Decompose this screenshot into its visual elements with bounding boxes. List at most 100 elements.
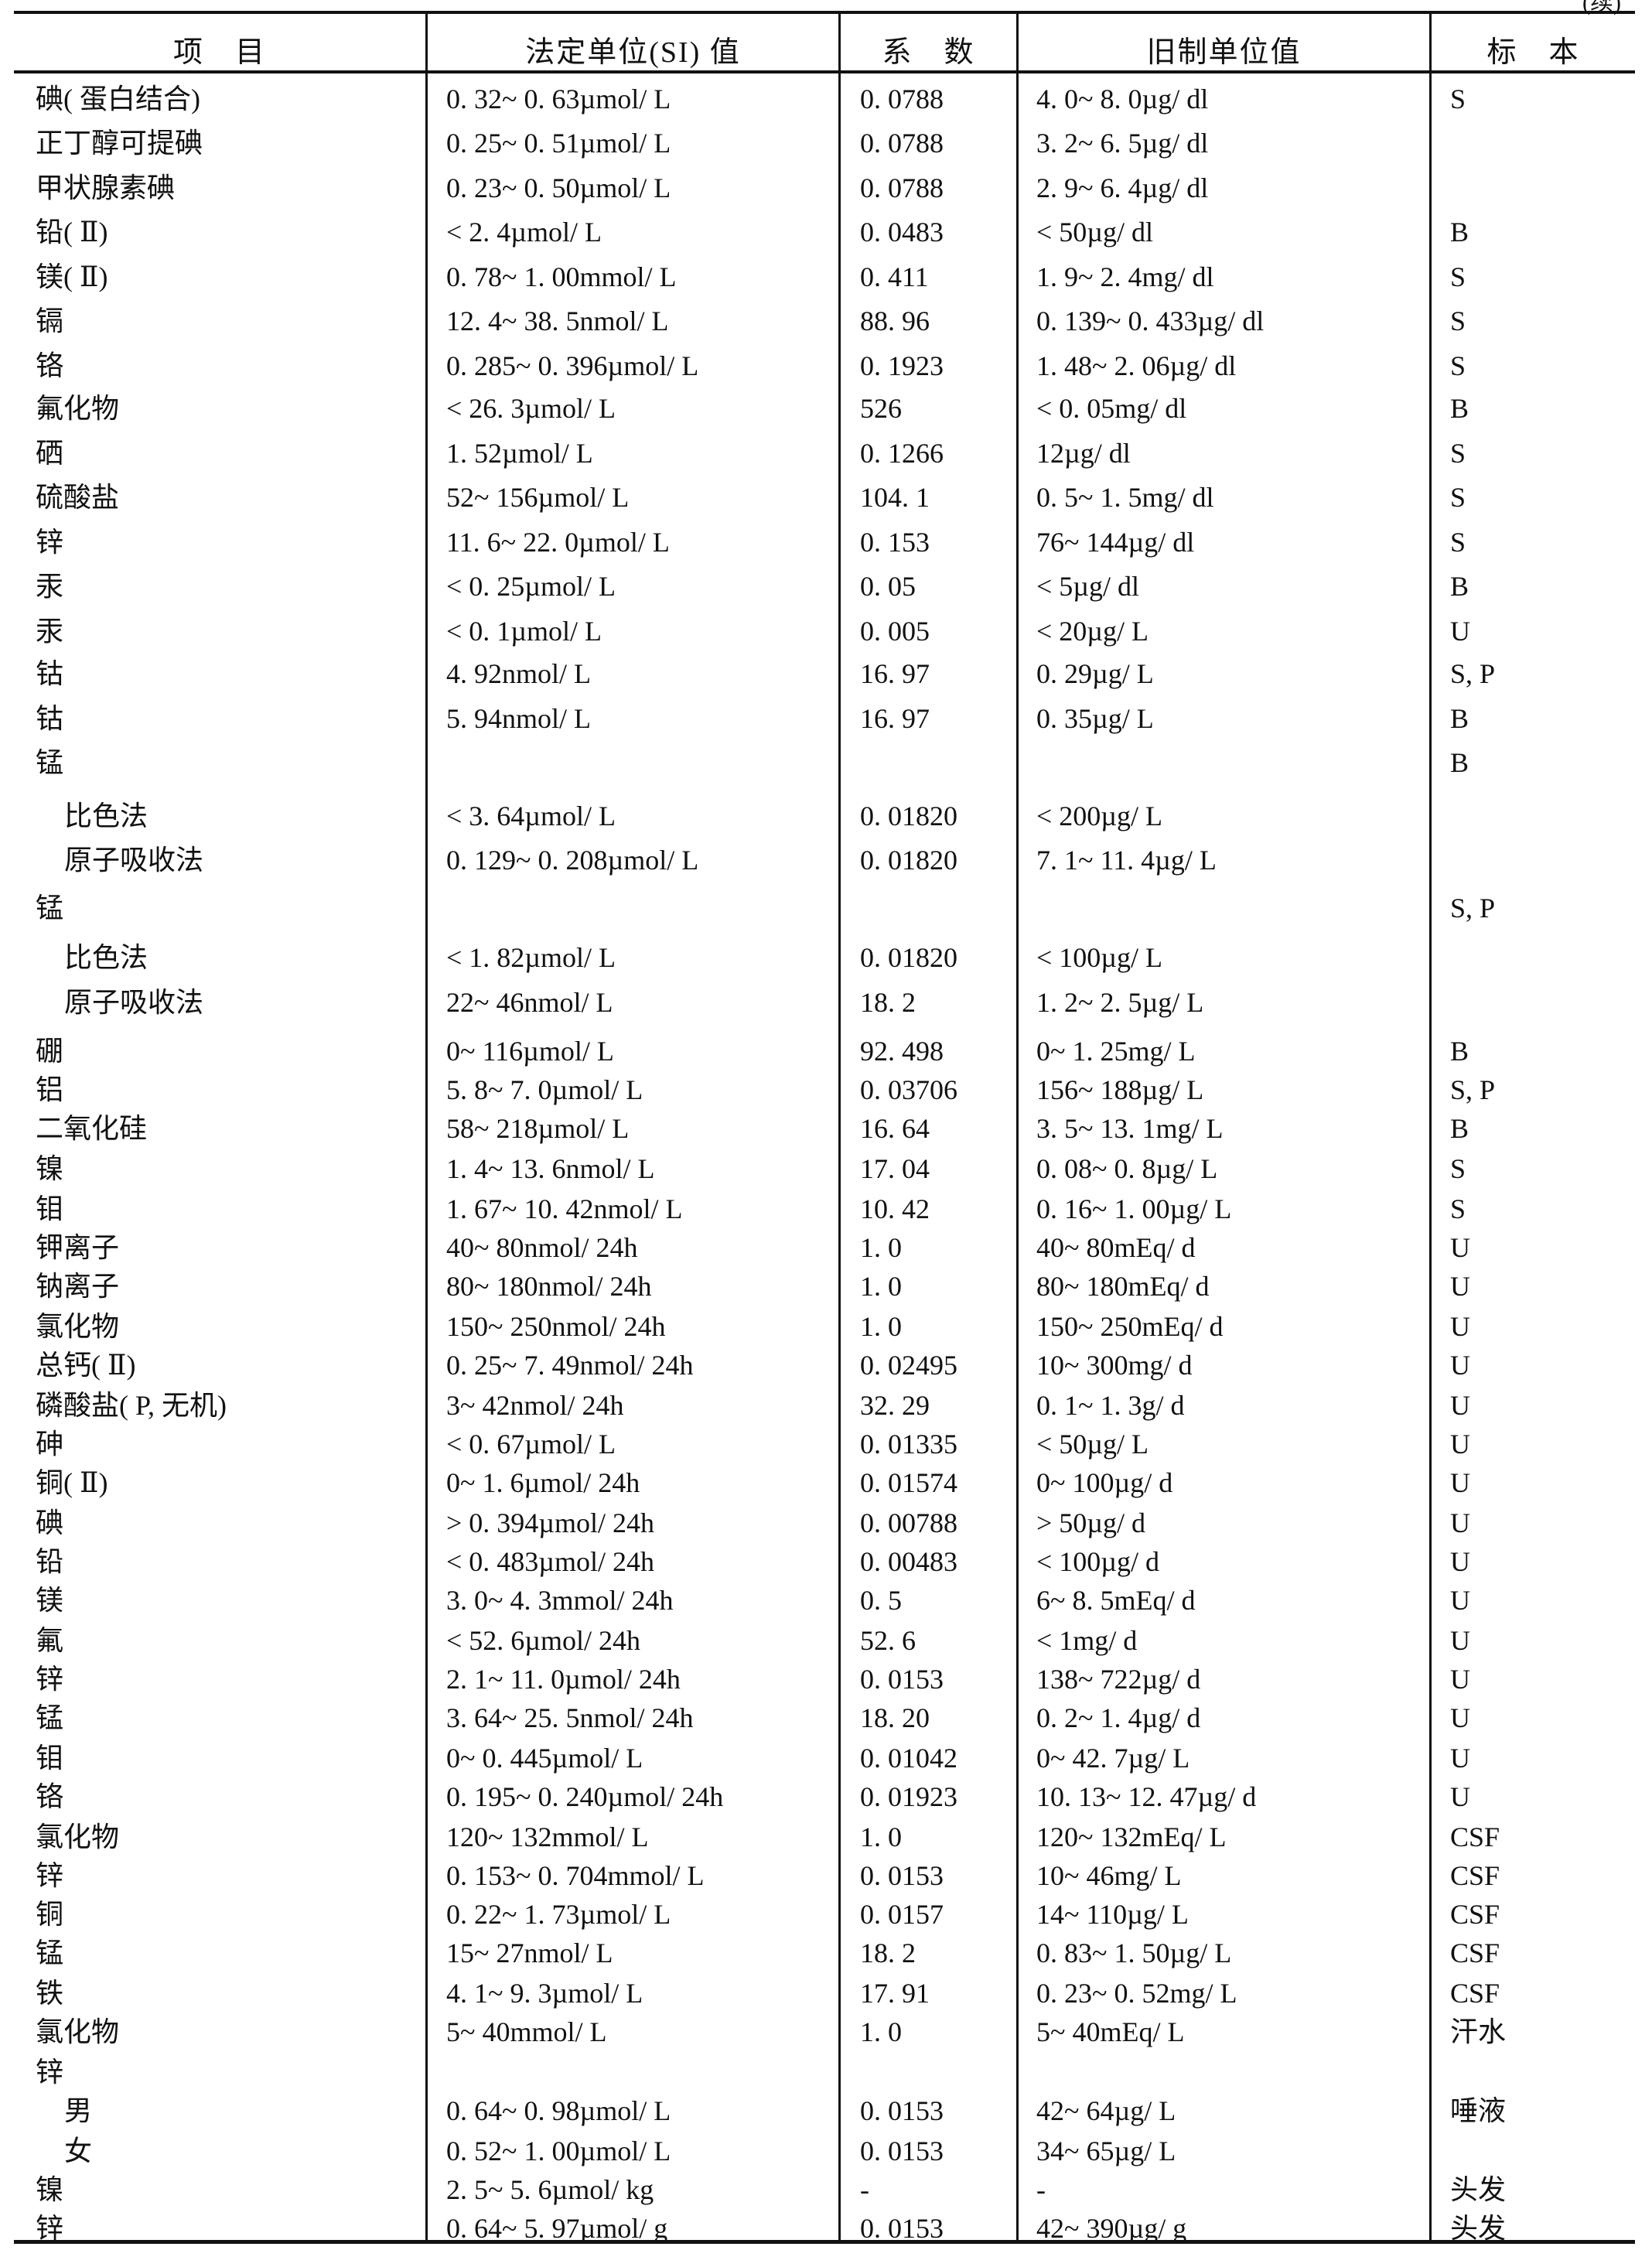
specimen: S (1450, 527, 1466, 558)
table-row: 硼 0~ 116µmol/ L 92. 498 0~ 1. 25mg/ L B (0, 1029, 1652, 1073)
old-unit-value: 0~ 100µg/ d (1036, 1467, 1173, 1498)
coefficient: 0. 02495 (860, 1350, 957, 1381)
si-value: 0. 52~ 1. 00µmol/ L (446, 2136, 671, 2166)
coefficient: 10. 42 (860, 1193, 930, 1224)
bottom-rule (14, 2240, 1635, 2244)
item-name: 钼 (36, 1193, 64, 1224)
table-row: 砷 < 0. 67µmol/ L 0. 01335 < 50µg/ L U (0, 1422, 1652, 1466)
specimen: CSF (1450, 1938, 1500, 1968)
coefficient: 18. 20 (860, 1702, 930, 1733)
coefficient: 0. 01574 (860, 1467, 957, 1498)
table-row: 女 0. 52~ 1. 00µmol/ L 0. 0153 34~ 65µg/ L (0, 2129, 1652, 2173)
old-unit-value: 76~ 144µg/ dl (1036, 527, 1195, 558)
si-value: 0. 22~ 1. 73µmol/ L (446, 1899, 671, 1930)
old-unit-value: 10. 13~ 12. 47µg/ d (1036, 1781, 1257, 1812)
old-unit-value: < 20µg/ L (1036, 616, 1149, 647)
item-name: 锌 (36, 1860, 64, 1891)
specimen: U (1450, 616, 1470, 647)
coefficient: 0. 03706 (860, 1074, 957, 1105)
si-value: 1. 67~ 10. 42nmol/ L (446, 1193, 683, 1224)
si-value: 3. 64~ 25. 5nmol/ 24h (446, 1702, 694, 1733)
item-name: 镉 (36, 306, 64, 336)
coefficient: 0. 01335 (860, 1429, 957, 1460)
coefficient: 1. 0 (860, 1822, 902, 1852)
specimen: U (1450, 1702, 1470, 1733)
coefficient: 0. 01820 (860, 801, 957, 831)
table-row: 比色法 < 1. 82µmol/ L 0. 01820 < 100µg/ L (0, 936, 1652, 979)
table-row: 镉 12. 4~ 38. 5nmol/ L 88. 96 0. 139~ 0. 433… (0, 299, 1652, 343)
si-value: < 0. 1µmol/ L (446, 616, 602, 647)
si-value: < 3. 64µmol/ L (446, 801, 616, 831)
item-name: 锰 (36, 747, 64, 778)
specimen: S (1450, 261, 1466, 292)
coefficient: 17. 04 (860, 1153, 930, 1184)
old-unit-value: < 200µg/ L (1036, 801, 1163, 831)
old-unit-value: 2. 9~ 6. 4µg/ dl (1036, 172, 1209, 203)
table-row: 镍 2. 5~ 5. 6µmol/ kg - - 头发 (0, 2168, 1652, 2211)
si-value: 0. 32~ 0. 63µmol/ L (446, 84, 671, 114)
old-unit-value: 150~ 250mEq/ d (1036, 1311, 1224, 1342)
table-row: 硫酸盐 52~ 156µmol/ L 104. 1 0. 5~ 1. 5mg/ dl S (0, 476, 1652, 519)
specimen: U (1450, 1664, 1470, 1695)
specimen: U (1450, 1311, 1470, 1342)
item-name: 铅 (36, 1546, 64, 1577)
si-value: 0. 195~ 0. 240µmol/ 24h (446, 1781, 724, 1812)
item-name: 氯化物 (36, 1822, 120, 1852)
specimen: U (1450, 1625, 1470, 1656)
table-row: 锌 0. 64~ 5. 97µmol/ g 0. 0153 42~ 390µg/ g 头… (0, 2207, 1652, 2250)
coefficient: 0. 0153 (860, 1664, 944, 1695)
si-value: 80~ 180nmol/ 24h (446, 1271, 652, 1302)
si-value: 5. 94nmol/ L (446, 703, 591, 734)
table-row: 镁 3. 0~ 4. 3mmol/ 24h 0. 5 6~ 8. 5mEq/ d U (0, 1579, 1652, 1622)
coefficient: 16. 97 (860, 703, 930, 734)
specimen: B (1450, 393, 1469, 424)
coefficient: 18. 2 (860, 1938, 916, 1968)
specimen: B (1450, 217, 1469, 248)
item-name: 铬 (36, 350, 64, 381)
si-value: 4. 92nmol/ L (446, 658, 591, 689)
header-rule (14, 70, 1635, 73)
item-name: 汞 (36, 571, 64, 602)
old-unit-value: < 5µg/ dl (1036, 571, 1140, 602)
specimen: U (1450, 1350, 1470, 1381)
specimen: S (1450, 350, 1466, 381)
old-unit-value: 14~ 110µg/ L (1036, 1899, 1189, 1930)
old-unit-value: 42~ 64µg/ L (1036, 2095, 1176, 2126)
coefficient: 526 (860, 393, 902, 424)
header-si-value: 法定单位(SI) 值 (525, 36, 741, 69)
coefficient: 1. 0 (860, 2016, 902, 2047)
old-unit-value: 156~ 188µg/ L (1036, 1074, 1204, 1105)
si-value: < 52. 6µmol/ 24h (446, 1625, 641, 1656)
table-row: 氟化物 < 26. 3µmol/ L 526 < 0. 05mg/ dl B (0, 387, 1652, 430)
coefficient: 0. 01820 (860, 845, 957, 876)
coefficient: 92. 498 (860, 1036, 944, 1067)
specimen: S (1450, 84, 1466, 114)
specimen: U (1450, 1585, 1470, 1616)
coefficient: 0. 01923 (860, 1781, 957, 1812)
header-old-unit-value: 旧制单位值 (1146, 36, 1302, 69)
item-name: 硒 (36, 438, 64, 469)
item-name: 砷 (36, 1429, 64, 1460)
old-unit-value: 0. 139~ 0. 433µg/ dl (1036, 306, 1265, 336)
specimen: 汗水 (1450, 2016, 1507, 2047)
item-name: 钠离子 (36, 1271, 120, 1302)
si-value: 2. 1~ 11. 0µmol/ 24h (446, 1664, 681, 1695)
table-row: 锌 2. 1~ 11. 0µmol/ 24h 0. 0153 138~ 722µg/ … (0, 1658, 1652, 1701)
table-row: 锰 3. 64~ 25. 5nmol/ 24h 18. 20 0. 2~ 1. 4µg… (0, 1696, 1652, 1740)
table-row: 钴 5. 94nmol/ L 16. 97 0. 35µg/ L B (0, 697, 1652, 740)
si-value: 0. 23~ 0. 50µmol/ L (446, 172, 671, 203)
table-row: 磷酸盐( P, 无机) 3~ 42nmol/ 24h 32. 29 0. 1~ 1. … (0, 1384, 1652, 1427)
top-rule (14, 11, 1635, 14)
item-name: 比色法 (64, 801, 148, 831)
old-unit-value: 10~ 46mg/ L (1036, 1860, 1182, 1891)
coefficient: 0. 411 (860, 261, 929, 292)
specimen: S (1450, 1193, 1466, 1224)
si-value: 0. 285~ 0. 396µmol/ L (446, 350, 699, 381)
table-row: 锌 (0, 2050, 1652, 2094)
old-unit-value: 1. 9~ 2. 4mg/ dl (1036, 261, 1214, 292)
coefficient: 1. 0 (860, 1311, 902, 1342)
coefficient: 0. 0157 (860, 1899, 944, 1930)
si-value: 3. 0~ 4. 3mmol/ 24h (446, 1585, 674, 1616)
si-value: 5. 8~ 7. 0µmol/ L (446, 1074, 643, 1105)
